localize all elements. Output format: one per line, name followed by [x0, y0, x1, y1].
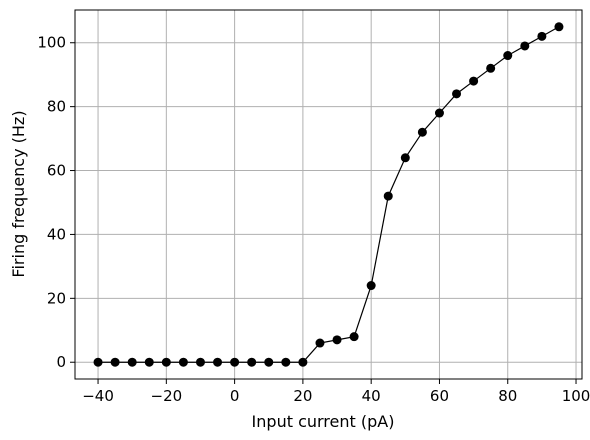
data-point: [349, 332, 359, 342]
y-tick-label: 20: [47, 289, 66, 307]
data-point: [554, 22, 564, 32]
x-tick-label: 40: [362, 387, 381, 405]
x-axis-label: Input current (pA): [252, 412, 395, 431]
y-tick-label: 80: [47, 98, 66, 116]
series-markers: [93, 22, 564, 367]
data-point: [434, 108, 444, 118]
data-point: [161, 357, 171, 367]
data-point: [503, 51, 513, 61]
data-point: [452, 89, 462, 99]
y-tick-label: 60: [47, 162, 66, 180]
y-tick-label: 0: [56, 353, 66, 371]
data-point: [178, 357, 188, 367]
y-axis-label: Firing frequency (Hz): [9, 110, 28, 277]
y-axis-ticks: 0 20 40 60 80 100: [37, 34, 75, 371]
data-point: [195, 357, 205, 367]
data-point: [247, 357, 257, 367]
x-tick-label: 0: [230, 387, 240, 405]
data-point: [144, 357, 154, 367]
grid: [75, 10, 582, 379]
x-tick-label: 100: [562, 387, 590, 405]
data-point: [315, 338, 325, 348]
data-point: [520, 41, 530, 51]
data-point: [281, 357, 291, 367]
data-point: [298, 357, 308, 367]
y-tick-label: 40: [47, 225, 66, 243]
series-line: [98, 26, 560, 363]
data-point: [264, 357, 274, 367]
x-tick-label: −40: [82, 387, 114, 405]
series-line-layer: [98, 26, 560, 363]
x-tick-label: 80: [498, 387, 517, 405]
x-axis-ticks: −40 −20 0 20 40 60 80 100: [82, 379, 590, 405]
data-point: [230, 357, 240, 367]
data-point: [110, 357, 120, 367]
x-tick-label: 20: [293, 387, 312, 405]
data-point: [400, 153, 410, 163]
x-tick-label: −20: [151, 387, 183, 405]
data-point: [127, 357, 137, 367]
x-tick-label: 60: [430, 387, 449, 405]
plot-frame: [74, 9, 583, 380]
data-point: [537, 31, 547, 41]
data-point: [213, 357, 223, 367]
data-point: [469, 76, 479, 86]
data-point: [417, 127, 427, 137]
y-tick-label: 100: [37, 34, 66, 52]
data-point: [332, 335, 342, 345]
data-point: [383, 191, 393, 201]
data-point: [93, 357, 103, 367]
data-point: [486, 63, 496, 73]
data-point: [366, 281, 376, 291]
